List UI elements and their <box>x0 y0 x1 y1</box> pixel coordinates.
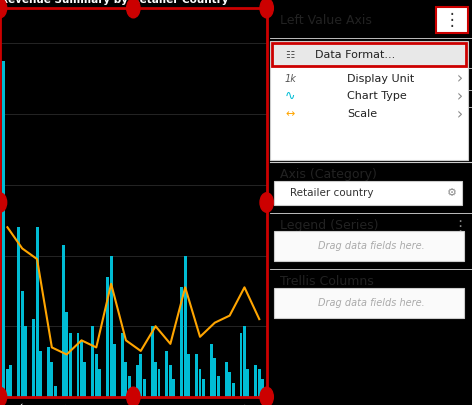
Bar <box>180 287 183 397</box>
Bar <box>21 291 24 397</box>
Bar <box>210 344 213 397</box>
Bar <box>187 354 190 397</box>
Bar <box>225 362 228 397</box>
Bar <box>47 347 50 397</box>
Bar <box>113 344 116 397</box>
Bar <box>95 354 98 397</box>
FancyBboxPatch shape <box>272 43 466 66</box>
FancyBboxPatch shape <box>270 40 468 160</box>
Bar <box>184 256 186 397</box>
Text: 1k: 1k <box>284 74 296 84</box>
Bar <box>217 376 220 397</box>
Text: Legend (Series): Legend (Series) <box>280 219 379 232</box>
Bar <box>92 326 94 397</box>
Text: Axis (Category): Axis (Category) <box>280 168 377 181</box>
Bar <box>76 333 79 397</box>
Bar <box>261 379 264 397</box>
Bar <box>32 319 35 397</box>
Text: Chart Type: Chart Type <box>347 92 406 101</box>
Bar <box>158 369 160 397</box>
Circle shape <box>0 0 7 18</box>
Circle shape <box>126 387 140 405</box>
Bar <box>24 326 27 397</box>
Text: ↔: ↔ <box>286 109 295 119</box>
Bar <box>98 369 101 397</box>
Bar <box>80 340 83 397</box>
Bar <box>239 333 243 397</box>
Circle shape <box>260 193 273 212</box>
FancyBboxPatch shape <box>436 7 468 33</box>
Bar <box>6 369 9 397</box>
Text: ∿: ∿ <box>285 90 295 103</box>
Text: ›: › <box>457 89 463 104</box>
Circle shape <box>260 387 273 405</box>
Bar <box>121 333 124 397</box>
Bar <box>106 277 109 397</box>
Bar <box>110 256 113 397</box>
Bar <box>151 326 153 397</box>
Text: Revenue Summary by Retailer Country: Revenue Summary by Retailer Country <box>0 0 228 4</box>
Text: Trellis Columns: Trellis Columns <box>280 275 374 288</box>
Text: Data Format...: Data Format... <box>315 50 395 60</box>
Bar <box>254 365 257 397</box>
Bar <box>143 379 146 397</box>
Circle shape <box>260 0 273 18</box>
Circle shape <box>0 387 7 405</box>
Text: ☷: ☷ <box>286 50 295 60</box>
Bar <box>128 376 131 397</box>
Bar <box>195 354 198 397</box>
Bar <box>228 372 231 397</box>
Text: ›: › <box>457 107 463 122</box>
Bar <box>125 362 127 397</box>
Bar <box>54 386 57 397</box>
Bar <box>243 326 246 397</box>
Bar <box>139 354 142 397</box>
Bar <box>136 365 139 397</box>
Bar <box>39 351 42 397</box>
Text: ⚙: ⚙ <box>447 188 457 198</box>
Bar <box>258 369 261 397</box>
Bar <box>2 61 5 397</box>
Text: ⋮: ⋮ <box>444 11 460 29</box>
Text: Retailer country: Retailer country <box>290 188 374 198</box>
Bar <box>65 312 68 397</box>
FancyBboxPatch shape <box>274 181 462 205</box>
FancyBboxPatch shape <box>274 231 464 261</box>
Bar <box>154 362 157 397</box>
Bar <box>17 227 20 397</box>
Text: ›: › <box>457 71 463 87</box>
Bar <box>169 365 172 397</box>
Bar <box>202 379 205 397</box>
Text: ⋮: ⋮ <box>452 219 467 234</box>
Bar <box>213 358 216 397</box>
Bar <box>199 369 202 397</box>
Circle shape <box>126 0 140 18</box>
Bar <box>68 333 72 397</box>
Bar <box>84 362 86 397</box>
Bar <box>246 369 249 397</box>
Bar <box>62 245 65 397</box>
Bar <box>232 383 235 397</box>
FancyBboxPatch shape <box>274 288 464 318</box>
Bar <box>172 379 175 397</box>
Bar <box>35 227 39 397</box>
Text: Scale: Scale <box>347 109 377 119</box>
Text: Left Value Axis: Left Value Axis <box>280 14 372 27</box>
Bar <box>51 362 53 397</box>
Circle shape <box>0 193 7 212</box>
Text: Drag data fields here.: Drag data fields here. <box>318 298 424 307</box>
Bar <box>166 351 169 397</box>
Text: Drag data fields here.: Drag data fields here. <box>318 241 424 251</box>
Bar <box>9 365 12 397</box>
Text: Display Unit: Display Unit <box>347 74 414 84</box>
